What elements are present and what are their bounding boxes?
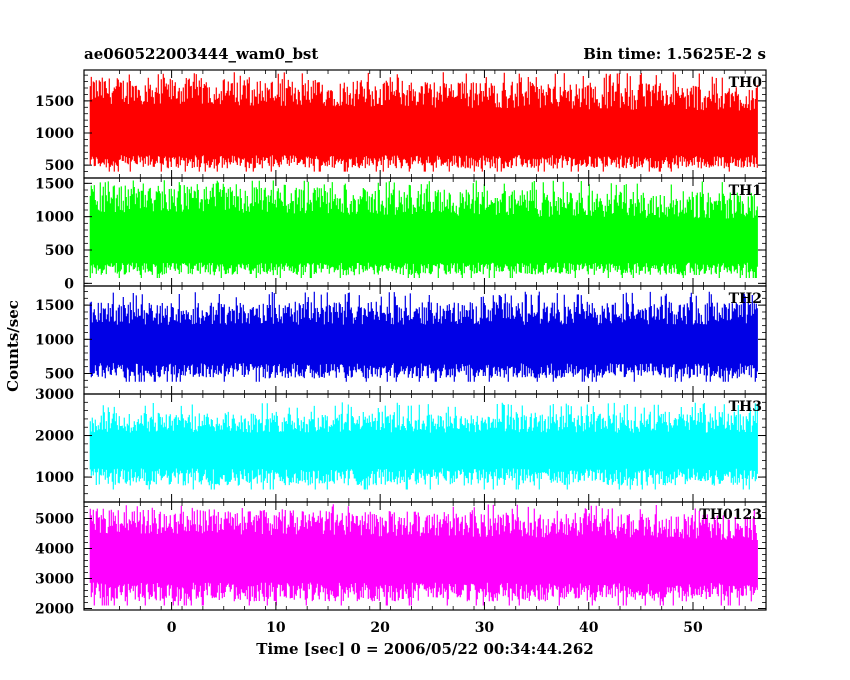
x-tick-label: 0 [167,620,177,636]
y-tick-label: 1000 [35,210,74,226]
y-tick-label: 500 [45,158,74,174]
panel-th1: 0 500 1000 1500 TH1 [35,176,767,292]
panel-th2: 500 1000 1500 TH2 [35,285,767,395]
y-tick-label: 1500 [35,176,74,192]
y-tick-label: 4000 [35,542,74,558]
series-th0123 [89,504,758,606]
bin-time-label: Bin time: 1.5625E-2 s [583,45,766,63]
panels-group: 500 1000 1500 TH0 0 500 1000 1500 TH1 500 1000 1500… [35,69,767,618]
panel-label: TH2 [729,291,762,307]
x-axis: 0 10 20 30 40 50 [167,620,703,636]
y-tick-label: 2000 [35,429,74,445]
y-tick-label: 1000 [35,126,74,142]
panel-label: TH1 [729,183,762,199]
panel-frame [83,501,767,611]
x-tick-label: 40 [579,620,599,636]
y-tick-label: 1500 [35,94,74,110]
panel-th0123: 2000 3000 4000 5000 TH0123 [35,501,767,618]
panel-label: TH3 [729,399,762,415]
series-th0 [89,72,758,172]
y-tick-label: 5000 [35,512,74,528]
x-axis-label: Time [sec] 0 = 2006/05/22 00:34:44.262 [256,640,593,658]
x-tick-label: 30 [475,620,495,636]
panel-label: TH0 [729,75,763,91]
panel-label: TH0123 [699,507,762,523]
series-th2 [89,291,758,382]
y-tick-label: 500 [45,243,74,259]
series-th3 [89,402,758,490]
y-tick-label: 1500 [35,298,74,314]
x-tick-label: 50 [683,620,703,636]
y-tick-label: 1000 [35,332,74,348]
x-tick-label: 20 [370,620,390,636]
y-tick-label: 3000 [35,387,74,403]
y-tick-label: 2000 [35,602,74,618]
panel-th0: 500 1000 1500 TH0 [35,69,767,179]
series-th1 [89,180,758,278]
y-tick-label: 3000 [35,572,74,588]
chart-title: ae060522003444_wam0_bst [84,45,318,63]
panel-th3: 1000 2000 3000 TH3 [35,387,767,503]
y-axis-label: Counts/sec [4,300,22,392]
y-tick-label: 1000 [35,470,74,486]
y-tick-label: 0 [64,276,74,292]
x-tick-label: 10 [266,620,286,636]
y-tick-label: 500 [45,366,74,382]
